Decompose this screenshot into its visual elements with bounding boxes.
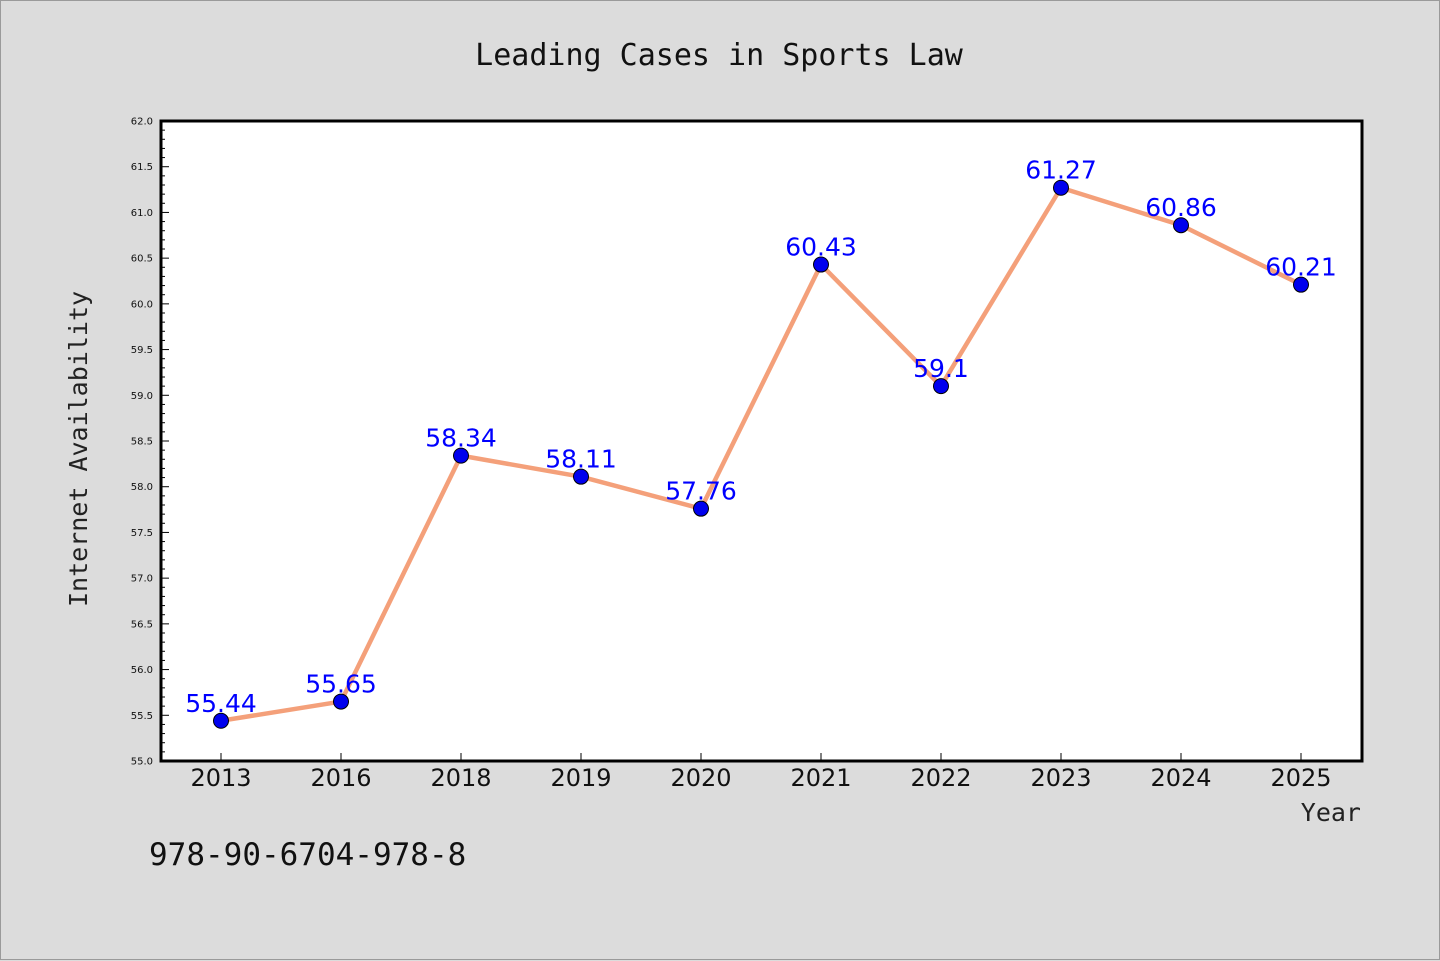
data-point-label: 55.44 [185, 689, 257, 718]
x-tick-label: 2020 [670, 764, 731, 792]
y-tick-label: 59.5 [131, 345, 153, 356]
y-tick-label: 56.0 [131, 665, 153, 676]
data-point-label: 60.21 [1265, 253, 1337, 282]
y-tick-label: 60.5 [131, 254, 153, 265]
x-tick-label: 2016 [310, 764, 371, 792]
y-tick-label: 61.5 [131, 162, 153, 173]
data-point-label: 58.11 [545, 445, 617, 474]
x-axis-label: Year [1301, 798, 1361, 827]
x-tick-label: 2023 [1030, 764, 1091, 792]
data-point-label: 58.34 [425, 424, 497, 453]
y-tick-label: 56.5 [131, 619, 153, 630]
y-tick-label: 60.0 [131, 299, 153, 310]
data-point-label: 60.86 [1145, 193, 1217, 222]
y-tick-label: 59.0 [131, 391, 153, 402]
data-point-label: 59.1 [913, 354, 969, 383]
data-point-label: 55.65 [305, 670, 377, 699]
data-point-label: 57.76 [665, 477, 737, 506]
figure-background: Leading Cases in Sports Law 55.0 55.5 56.0… [0, 0, 1440, 960]
x-tick-label: 2019 [550, 764, 611, 792]
y-tick-label: 62.0 [131, 117, 153, 128]
chart-title: Leading Cases in Sports Law [475, 38, 964, 73]
x-tick-label: 2018 [430, 764, 491, 792]
y-tick-label: 61.0 [131, 208, 153, 219]
data-point-label: 60.43 [785, 233, 857, 262]
y-tick-label: 58.0 [131, 482, 153, 493]
x-tick-label: 2024 [1150, 764, 1211, 792]
x-tick-label: 2021 [790, 764, 851, 792]
x-tick-label: 2013 [190, 764, 251, 792]
y-tick-label: 55.0 [131, 757, 153, 768]
x-tick-label: 2025 [1270, 764, 1331, 792]
y-tick-label: 58.5 [131, 437, 153, 448]
line-chart: Leading Cases in Sports Law 55.0 55.5 56.0… [1, 1, 1440, 961]
data-point-label: 61.27 [1025, 156, 1097, 185]
isbn-footer: 978-90-6704-978-8 [149, 837, 466, 873]
x-tick-label: 2022 [910, 764, 971, 792]
y-tick-label: 57.5 [131, 528, 153, 539]
y-tick-label: 57.0 [131, 574, 153, 585]
y-tick-label: 55.5 [131, 711, 153, 722]
y-axis-label: Internet Availability [64, 291, 93, 607]
